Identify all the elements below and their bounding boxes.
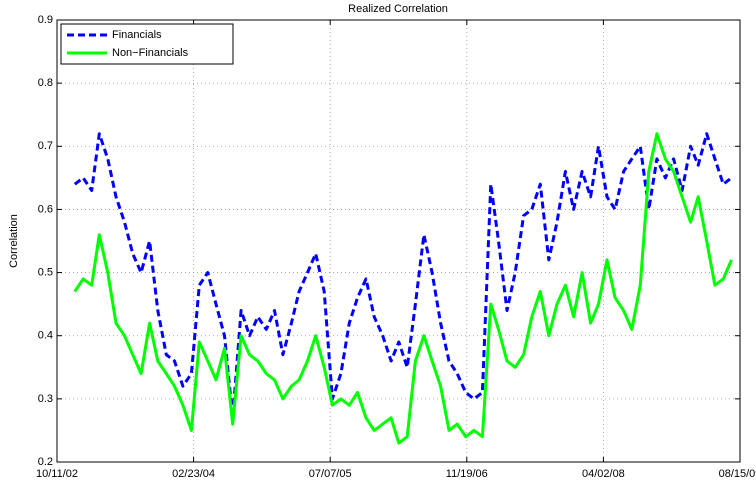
y-tick-label: 0.9	[38, 14, 53, 26]
x-tick-label: 08/15/09	[719, 468, 756, 480]
x-tick-label: 11/19/06	[446, 468, 488, 480]
y-tick-label: 0.7	[38, 140, 53, 152]
y-tick-label: 0.6	[38, 203, 53, 215]
series-line	[73, 132, 733, 445]
y-tick-label: 0.5	[38, 266, 53, 278]
x-tick-label: 10/11/02	[36, 468, 78, 480]
x-tick-label: 04/02/08	[582, 468, 625, 480]
y-axis-label: Correlation	[8, 214, 20, 268]
y-tick-label: 0.4	[38, 330, 53, 342]
chart-title: Realized Correlation	[348, 3, 448, 15]
y-tick-label: 0.2	[38, 456, 53, 468]
legend: Financials Non−Financials	[60, 23, 234, 65]
legend-box	[60, 23, 234, 65]
x-tick-label: 02/23/04	[172, 468, 215, 480]
y-tick-label: 0.3	[38, 393, 53, 405]
y-tick-label: 0.8	[38, 77, 53, 89]
series-line	[73, 132, 733, 420]
x-tick-label: 07/07/05	[309, 468, 352, 480]
legend-label: Financials	[112, 29, 162, 41]
plot-frame	[56, 19, 741, 463]
legend-label: Non−Financials	[112, 47, 189, 59]
